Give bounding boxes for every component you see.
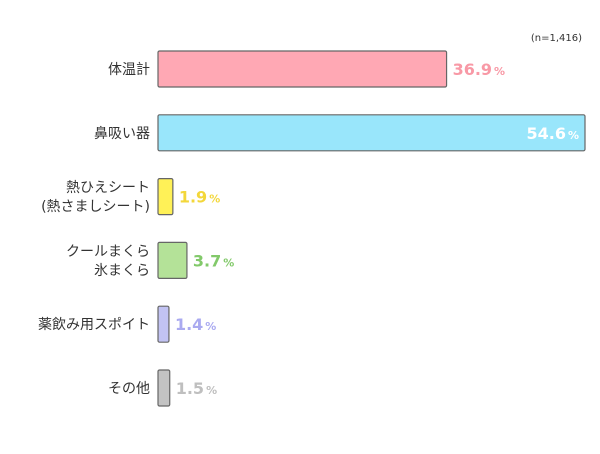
value-label-1: 54.6% [526, 124, 579, 143]
value-label-3: 3.7% [193, 251, 234, 270]
bar-5 [157, 369, 171, 407]
bar-0 [157, 50, 448, 88]
category-label-1: 鼻吸い器 [94, 125, 150, 142]
category-label-3-line-1: 氷まくら [94, 263, 150, 279]
category-label-5: その他 [108, 381, 150, 397]
category-label-2-line-1: (熱さましシート) [41, 199, 150, 215]
bars-layer [157, 50, 586, 407]
bar-1 [157, 114, 586, 152]
value-label-0: 36.9% [453, 60, 506, 79]
category-label-4: 薬飲み用スポイト [38, 317, 150, 333]
bar-3 [157, 241, 188, 279]
value-label-5: 1.5% [176, 379, 217, 398]
category-label-3-line-0: クールまくら [66, 244, 150, 260]
value-label-2: 1.9% [179, 188, 220, 207]
value-label-4: 1.4% [175, 315, 216, 334]
category-label-0: 体温計 [108, 62, 150, 78]
sample-size-note: (n=1,416) [531, 33, 582, 44]
bar-2 [157, 178, 174, 216]
category-label-2-line-0: 熱ひえシート [66, 180, 150, 196]
labels-layer: 体温計 36.9 % 鼻吸い器 54.6 % 熱ひえシート (熱さましシート) 1.9 % クールま… [38, 60, 579, 398]
bar-4 [157, 305, 170, 343]
